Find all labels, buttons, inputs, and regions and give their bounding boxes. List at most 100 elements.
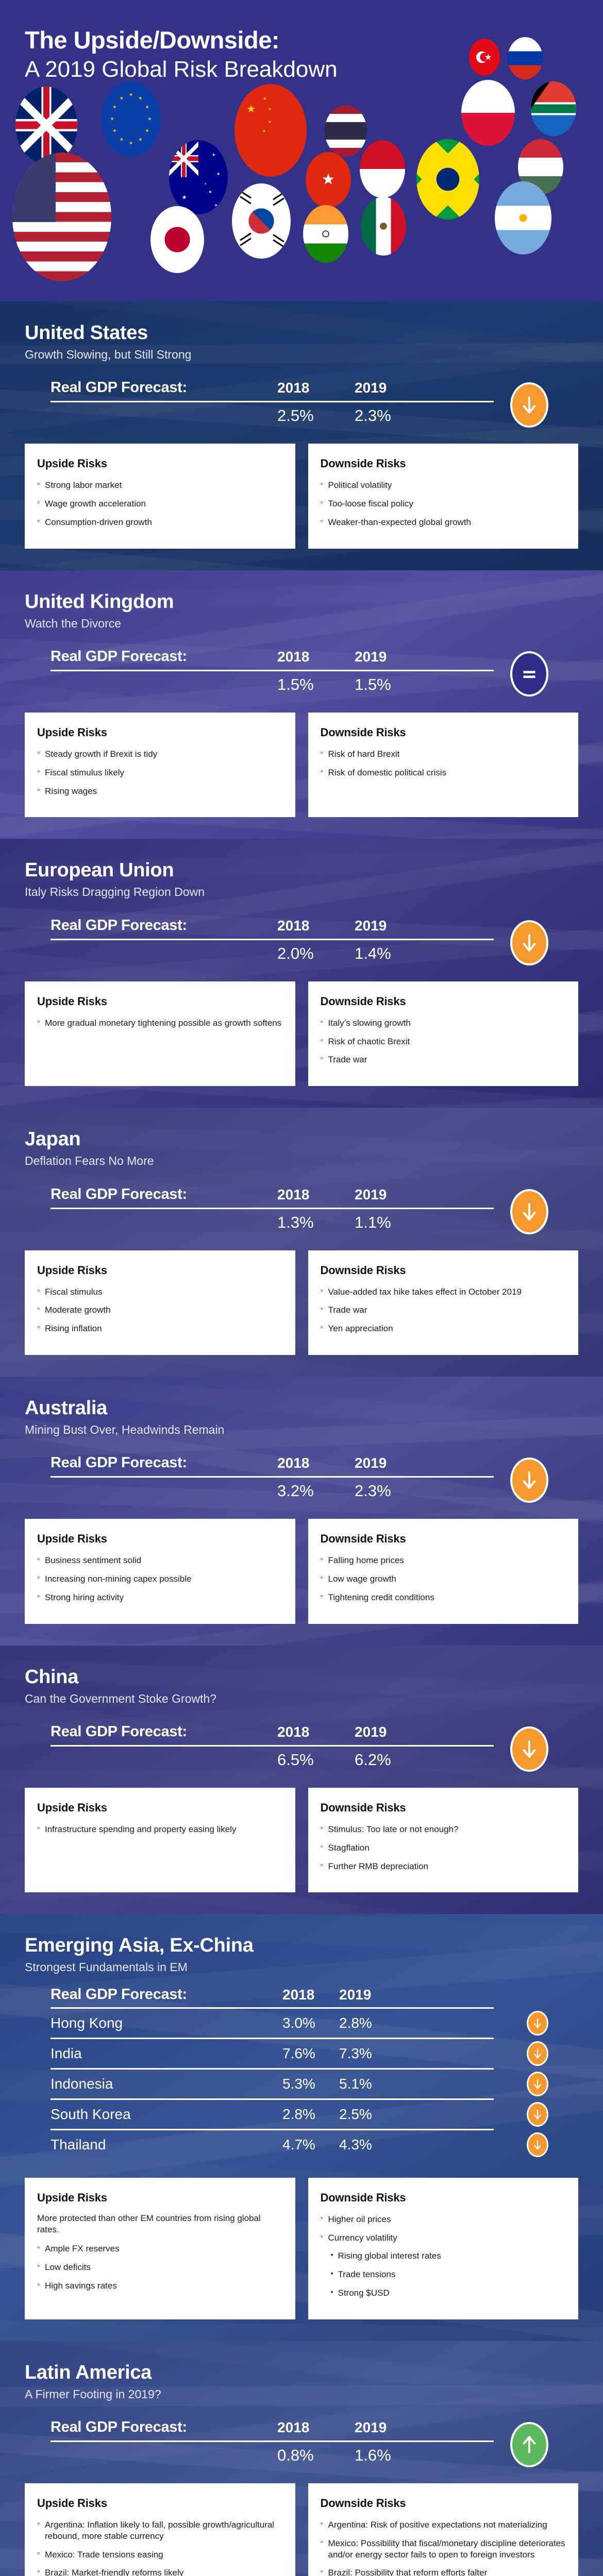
gdp-forecast-label: Real GDP Forecast:	[51, 1454, 187, 1471]
flat-arrow-icon	[523, 671, 535, 679]
downside-risks-card: Downside Risks Italy’s slowing growth Ris…	[308, 981, 578, 1087]
row-trend-badge	[527, 2010, 548, 2036]
risk-item: Steady growth if Brexit is tidy	[37, 748, 284, 760]
upside-risks-card: Upside Risks More protected than other E…	[25, 2177, 295, 2319]
upside-risks-heading: Upside Risks	[37, 1532, 107, 1546]
risk-item: Brazil: Possibility that reform efforts …	[321, 2567, 567, 2576]
flag-russia-icon	[508, 37, 543, 79]
flag-turkey-icon: ★	[469, 39, 500, 76]
upside-risks-heading: Upside Risks	[37, 994, 107, 1008]
risk-item: Argentina: Risk of positive expectations…	[321, 2519, 567, 2531]
risk-item: Moderate growth	[37, 1304, 284, 1316]
upside-risks-card: Upside Risks Strong labor market Wage gro…	[25, 444, 295, 549]
column-header-2019: 2019	[355, 1724, 387, 1740]
risk-item: Fiscal stimulus likely	[37, 767, 284, 778]
down-arrow-icon	[534, 2018, 541, 2028]
upside-risks-list: Ample FX reserves Low deficits High saving…	[37, 2243, 284, 2291]
section-title: United States	[25, 322, 148, 344]
risk-cards: Upside Risks Infrastructure spending and…	[25, 1788, 578, 1914]
upside-lead-text: More protected than other EM countries f…	[37, 2213, 261, 2234]
gdp-forecast-row: Real GDP Forecast: 2018 2019 6.5% 6.2%	[25, 1723, 578, 1772]
section-european-union: European Union Italy Risks Dragging Regi…	[0, 839, 603, 1108]
gdp-value-2019: 2.3%	[355, 406, 391, 425]
risk-item: Higher oil prices	[321, 2213, 567, 2225]
column-header-2018: 2018	[277, 917, 310, 934]
row-country: Hong Kong	[51, 2014, 123, 2031]
row-country: Indonesia	[51, 2075, 113, 2092]
gdp-forecast-label: Real GDP Forecast:	[51, 648, 187, 665]
upside-risks-list: Fiscal stimulus Moderate growth Rising inf…	[37, 1286, 284, 1334]
section-title: United Kingdom	[25, 590, 174, 613]
downside-risks-card: Downside Risks Higher oil prices Currency…	[308, 2177, 578, 2319]
flag-poland-icon	[461, 80, 515, 146]
risk-item: More gradual monetary tightening possibl…	[37, 1017, 284, 1029]
column-header-2019: 2019	[339, 1986, 372, 2003]
upside-risks-list: Infrastructure spending and property eas…	[37, 1823, 284, 1835]
flag-japan-icon	[150, 206, 204, 273]
section-china: China Can the Government Stoke Growth? R…	[0, 1645, 603, 1914]
trend-badge	[510, 1726, 548, 1772]
risk-cards: Upside Risks Fiscal stimulus Moderate gro…	[25, 1250, 578, 1377]
risk-item: Wage growth acceleration	[37, 498, 284, 510]
risk-item: Rising wages	[37, 785, 284, 797]
risk-item: Strong hiring activity	[37, 1591, 284, 1603]
risk-cards: Upside Risks Business sentiment solid Inc…	[25, 1519, 578, 1645]
column-header-2018: 2018	[277, 1724, 310, 1740]
row-country: Thailand	[51, 2136, 106, 2153]
gdp-forecast-label: Real GDP Forecast:	[51, 1723, 187, 1740]
upside-risks-list: Strong labor market Wage growth accelerat…	[37, 479, 284, 528]
page-title: The Upside/Downside: A 2019 Global Risk …	[25, 26, 416, 83]
section-subtitle: Can the Government Stoke Growth?	[25, 1691, 217, 1705]
column-header-2019: 2019	[355, 1186, 387, 1202]
upside-risks-heading: Upside Risks	[37, 1263, 107, 1277]
downside-risks-card: Downside Risks Value-added tax hike take…	[308, 1250, 578, 1355]
flag-united-kingdom-icon	[15, 87, 77, 164]
row-country: South Korea	[51, 2106, 131, 2122]
downside-risks-heading: Downside Risks	[320, 726, 406, 739]
column-header-2018: 2018	[282, 1986, 315, 2003]
risk-item: Low wage growth	[321, 1573, 567, 1585]
gdp-forecast-label: Real GDP Forecast:	[51, 917, 187, 934]
downside-risks-list: Political volatility Too-loose fiscal pol…	[321, 479, 567, 528]
gdp-value-2019: 2.3%	[355, 1482, 391, 1500]
column-header-2019: 2019	[355, 2419, 387, 2436]
gdp-forecast-label: Real GDP Forecast:	[51, 2419, 187, 2436]
gdp-divider	[51, 938, 494, 940]
trend-badge	[510, 1189, 548, 1234]
down-arrow-icon	[523, 1740, 536, 1758]
risk-item: Consumption-driven growth	[37, 516, 284, 528]
risk-item: Further RMB depreciation	[321, 1860, 567, 1872]
sections-container: United States Growth Slowing, but Still …	[0, 301, 603, 2576]
upside-risks-card: Upside Risks Argentina: Inflation likely…	[25, 2483, 295, 2576]
row-country: India	[51, 2045, 82, 2061]
upside-risks-list: Business sentiment solid Increasing non-m…	[37, 1554, 284, 1603]
gdp-forecast-row: Real GDP Forecast: 2018 2019 3.2% 2.3%	[25, 1454, 578, 1503]
row-2018-value: 3.0%	[282, 2014, 315, 2031]
downside-risks-card: Downside Risks Argentina: Risk of positi…	[308, 2483, 578, 2576]
row-2019-value: 2.5%	[339, 2106, 372, 2122]
risk-cards: Upside Risks More gradual monetary tight…	[25, 981, 578, 1108]
upside-risks-heading: Upside Risks	[37, 457, 107, 470]
flag-argentina-icon	[495, 181, 551, 255]
flag-hong-kong-icon: ★	[306, 152, 351, 208]
section-subtitle: A Firmer Footing in 2019?	[25, 2387, 161, 2401]
down-arrow-icon	[523, 396, 536, 414]
row-trend-badge	[527, 2132, 548, 2157]
downside-risks-heading: Downside Risks	[320, 2497, 406, 2510]
column-header-2018: 2018	[277, 1455, 310, 1471]
downside-risks-list: Higher oil prices Currency volatility Risi…	[321, 2213, 567, 2299]
downside-risks-list: Falling home prices Low wage growth Tighte…	[321, 1554, 567, 1603]
gdp-forecast-label: Real GDP Forecast:	[51, 1986, 187, 2003]
upside-risks-list: Steady growth if Brexit is tidy Fiscal st…	[37, 748, 284, 797]
upside-risks-card: Upside Risks Steady growth if Brexit is …	[25, 713, 295, 818]
gdp-forecast-label: Real GDP Forecast:	[51, 1185, 187, 1202]
upside-risks-heading: Upside Risks	[37, 1801, 107, 1815]
column-header-2019: 2019	[355, 917, 387, 934]
risk-cards: Upside Risks Strong labor market Wage gro…	[25, 444, 578, 570]
gdp-value-2019: 1.5%	[355, 675, 391, 694]
upside-risks-card: Upside Risks More gradual monetary tight…	[25, 981, 295, 1087]
downside-risks-list: Risk of hard Brexit Risk of domestic poli…	[321, 748, 567, 778]
table-header: Real GDP Forecast: 2018 2019	[51, 1986, 578, 2003]
downside-risks-list: Value-added tax hike takes effect in Oct…	[321, 1286, 567, 1334]
section-subtitle: Watch the Divorce	[25, 616, 122, 630]
